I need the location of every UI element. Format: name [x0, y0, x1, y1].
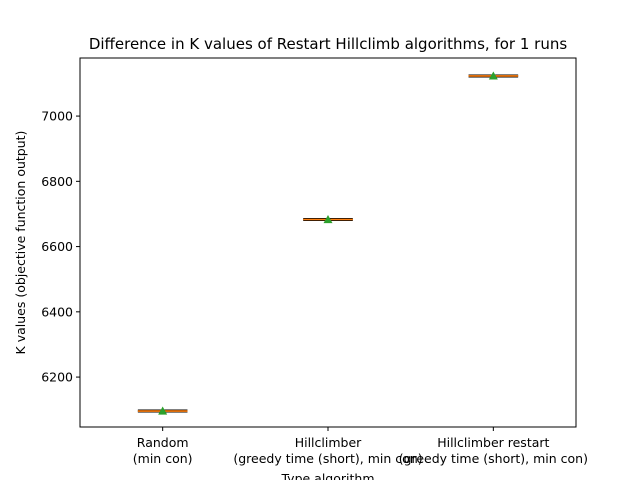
y-tick-label: 6200 [41, 370, 73, 385]
x-tick-label-line: Hillclimber [295, 435, 362, 450]
x-tick-label-line: (min con) [133, 451, 193, 466]
y-axis-ticks: 6200 6400 6600 6800 7000 [41, 109, 80, 385]
x-tick-label: Hillclimber restart (greedy time (short),… [399, 435, 588, 466]
x-tick-label-line: Hillclimber restart [437, 435, 549, 450]
y-axis-label: K values (objective function output) [13, 131, 28, 355]
y-tick-label: 6400 [41, 304, 73, 319]
y-tick-label: 6800 [41, 174, 73, 189]
mean-marker [488, 71, 498, 80]
x-tick-label: Hillclimber (greedy time (short), min con… [233, 435, 422, 466]
mean-marker [158, 406, 168, 415]
x-tick-label-line: (greedy time (short), min con) [233, 451, 422, 466]
x-axis-label: Type algorithm [280, 471, 374, 480]
x-tick-label: Random (min con) [133, 435, 193, 466]
plot-frame [79, 57, 577, 428]
box-plot-marks [137, 71, 519, 415]
y-tick-label: 6600 [41, 239, 73, 254]
mean-marker [323, 214, 333, 224]
y-tick-label: 7000 [41, 109, 73, 124]
plot-area [80, 58, 576, 427]
x-axis-ticks: Random (min con)Hillclimber (greedy time (… [133, 427, 588, 466]
x-tick-label-line: Random [137, 435, 189, 450]
x-tick-label-line: (greedy time (short), min con) [399, 451, 588, 466]
chart-title: Difference in K values of Restart Hillcl… [89, 35, 568, 53]
